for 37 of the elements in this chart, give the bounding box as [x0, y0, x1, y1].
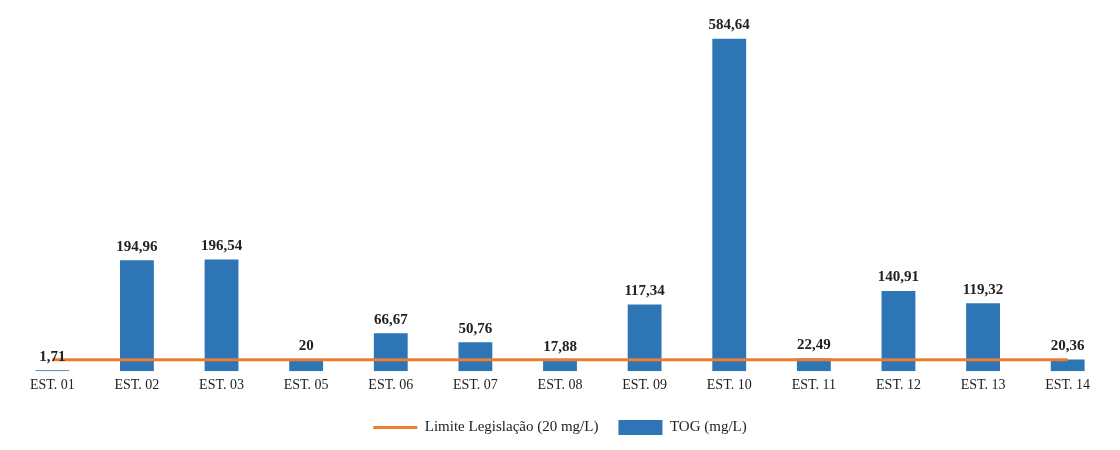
- bar: [1050, 359, 1085, 372]
- x-tick-label: EST. 06: [368, 377, 414, 393]
- data-label: 50,76: [458, 319, 493, 336]
- x-tick-label: EST. 03: [199, 377, 244, 393]
- x-tick-label: EST. 01: [29, 377, 75, 393]
- bar: [373, 333, 408, 372]
- data-label: 140,91: [877, 268, 920, 285]
- x-tick-label: EST. 07: [452, 377, 498, 393]
- bar: [543, 361, 577, 372]
- data-label: 196,54: [200, 236, 243, 253]
- x-tick-label: EST. 05: [283, 377, 329, 393]
- x-tick-label: EST. 02: [114, 377, 160, 393]
- data-label: 20: [298, 337, 314, 354]
- x-tick-label: EST. 08: [537, 377, 583, 393]
- data-label: 1,71: [39, 347, 66, 364]
- legend-label: Limite Legislação (20 mg/L): [424, 418, 599, 436]
- x-tick-label: EST. 10: [706, 377, 752, 393]
- data-label: 22,49: [796, 335, 831, 352]
- bar: [204, 259, 239, 372]
- legend-label: TOG (mg/L): [669, 418, 747, 436]
- bar: [120, 260, 154, 372]
- data-label: 117,34: [624, 281, 666, 298]
- data-label: 584,64: [708, 16, 751, 33]
- bar: [627, 304, 662, 372]
- x-tick-label: EST. 12: [876, 377, 921, 393]
- data-label: 20,36: [1050, 337, 1086, 353]
- bar: [881, 291, 916, 372]
- data-label: 194,96: [116, 237, 159, 254]
- data-label: 66,67: [373, 310, 409, 327]
- data-label: 119,32: [962, 280, 1004, 297]
- x-tick-label: EST. 11: [791, 377, 837, 393]
- bar: [966, 303, 1000, 372]
- data-label: 17,88: [543, 338, 577, 355]
- x-tick-label: EST. 14: [1045, 377, 1091, 393]
- bar: [712, 38, 747, 372]
- x-tick-label: EST. 13: [960, 377, 1006, 393]
- x-tick-label: EST. 09: [622, 377, 668, 393]
